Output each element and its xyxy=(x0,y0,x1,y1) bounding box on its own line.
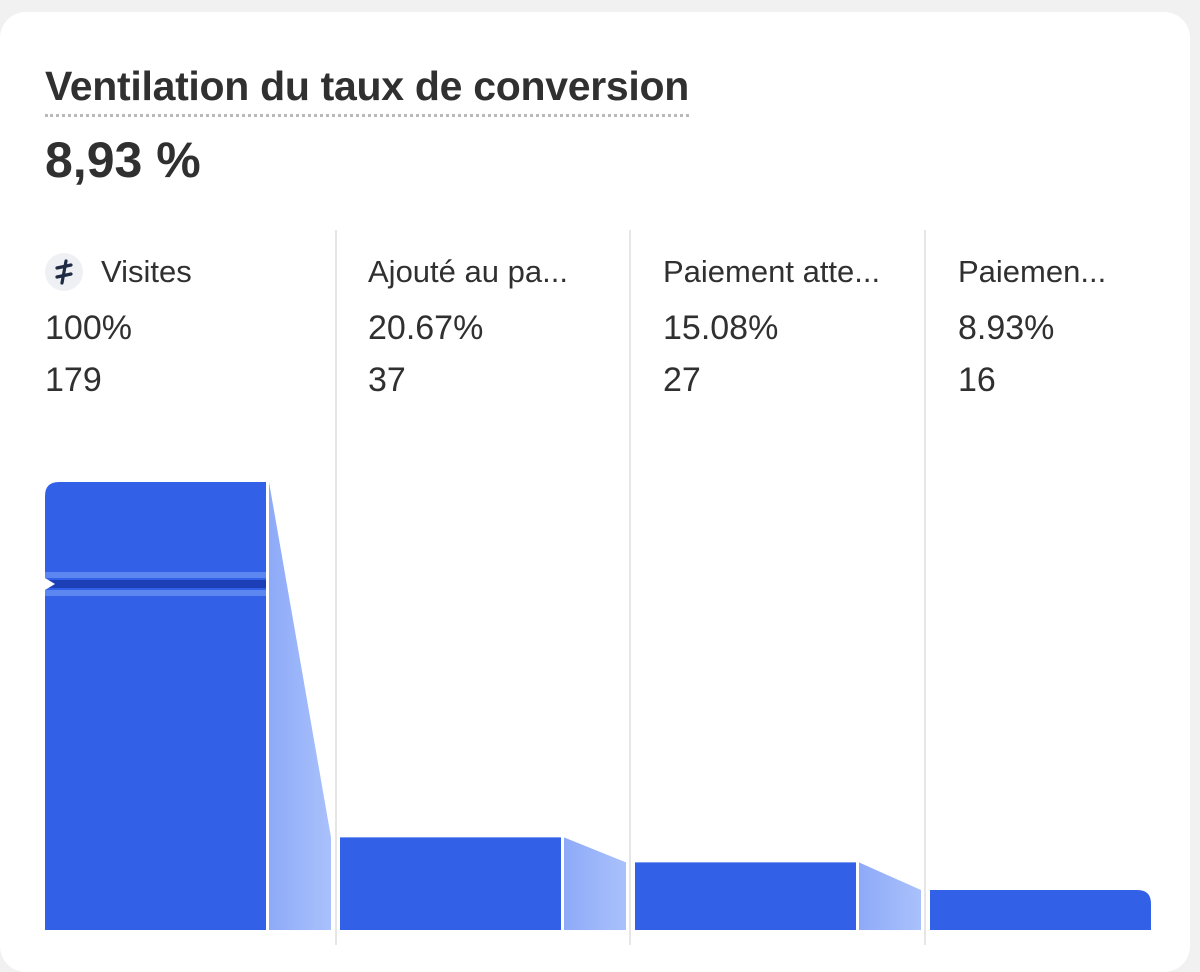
funnel-chart xyxy=(45,482,1151,930)
funnel-bar[interactable] xyxy=(45,482,266,930)
stage-count: 27 xyxy=(663,361,701,399)
column-divider xyxy=(629,230,631,945)
bar-hover-marker xyxy=(45,572,266,578)
stage-label: Visites xyxy=(101,254,192,289)
stage-percentage: 100% xyxy=(45,309,132,347)
stage-percentage: 8.93% xyxy=(958,309,1055,347)
funnel-bar[interactable] xyxy=(340,837,561,930)
card-title[interactable]: Ventilation du taux de conversion xyxy=(45,60,689,117)
funnel-stage-added-to-cart: Ajouté au pa... 20.67% 37 xyxy=(368,250,638,406)
funnel-bar[interactable] xyxy=(635,862,856,930)
stage-count: 179 xyxy=(45,361,102,399)
funnel-stage-visits: Visites 100% 179 xyxy=(45,250,315,406)
strike-dollar-logo-icon xyxy=(45,253,83,291)
funnel-bar[interactable] xyxy=(930,889,1151,930)
bar-hover-marker xyxy=(45,580,266,588)
stage-percentage: 15.08% xyxy=(663,309,779,347)
stage-count: 16 xyxy=(958,361,996,399)
stage-count: 37 xyxy=(368,361,406,399)
stage-label: Ajouté au pa... xyxy=(368,254,568,289)
conversion-rate-value: 8,93 % xyxy=(45,132,201,188)
bar-hover-marker xyxy=(45,590,266,596)
funnel-stage-payment: Paiemen... 8.93% 16 xyxy=(958,250,1200,406)
column-divider xyxy=(924,230,926,945)
stage-label: Paiement atte... xyxy=(663,254,881,289)
funnel-stage-checkout-reached: Paiement atte... 15.08% 27 xyxy=(663,250,933,406)
funnel-connector xyxy=(564,837,626,930)
bar-hover-notch xyxy=(45,578,55,590)
column-divider xyxy=(335,230,337,945)
stage-label: Paiemen... xyxy=(958,254,1107,289)
funnel-connector xyxy=(859,862,921,930)
stage-percentage: 20.67% xyxy=(368,309,484,347)
funnel-connector xyxy=(269,482,331,930)
